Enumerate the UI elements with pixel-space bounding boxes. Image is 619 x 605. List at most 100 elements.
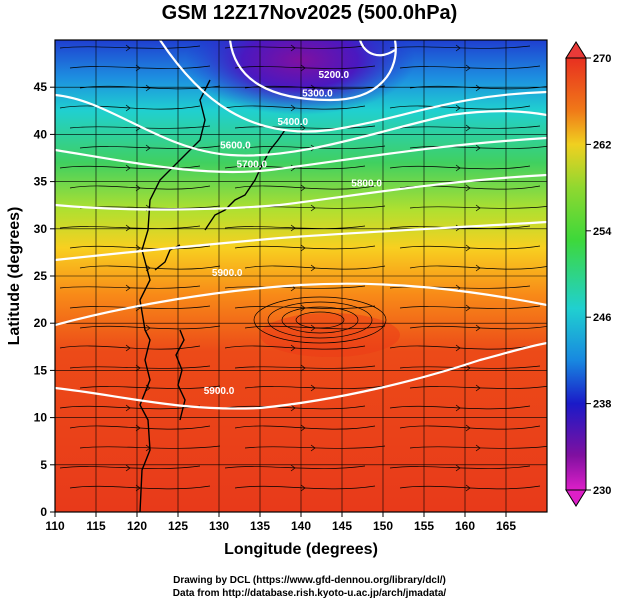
colorbar-ramp (565, 57, 587, 491)
stream-arrow (465, 364, 471, 372)
colorbar-tick-label: 246 (593, 312, 611, 324)
stream-arrow (455, 104, 461, 112)
streamline (59, 285, 531, 289)
stream-arrow (465, 424, 471, 432)
stream-arrow (300, 184, 306, 192)
stream-arrow (300, 124, 306, 132)
x-axis-label: Longitude (degrees) (224, 541, 378, 558)
stream-arrow (310, 84, 316, 92)
stream-arrow (310, 384, 316, 392)
stream-arrow (290, 224, 296, 232)
stream-arrow (300, 64, 306, 72)
y-tick-label: 35 (34, 175, 48, 189)
stream-arrow (310, 264, 316, 272)
stream-arrow (125, 164, 131, 172)
y-tick-label: 30 (34, 222, 48, 236)
stream-arrow (135, 364, 141, 372)
y-tick-label: 15 (34, 363, 48, 377)
stream-arrow (135, 64, 141, 72)
y-tick-label: 10 (34, 411, 48, 425)
height-contours (55, 40, 547, 410)
stream-arrow (465, 184, 471, 192)
colorbar-ticks: 270 262 254 246 238 230 (586, 53, 612, 497)
y-axis-label: Latitude (degrees) (6, 207, 23, 346)
streamline (59, 45, 531, 49)
warm-high-core (260, 313, 400, 357)
streamline-vortex (253, 296, 387, 344)
stream-arrow (455, 404, 461, 412)
stream-arrow (310, 444, 316, 452)
stream-arrow (455, 44, 461, 52)
stream-arrow (475, 204, 481, 212)
contour-label: 5300.0 (302, 89, 333, 100)
stream-arrow (465, 64, 471, 72)
stream-arrow (290, 344, 296, 352)
x-tick-label: 160 (455, 519, 475, 533)
contour-label: 5900.0 (204, 386, 235, 397)
coastlines (139, 79, 286, 512)
y-axis: 0 5 10 15 20 25 30 35 40 45 (34, 80, 55, 519)
credit-dcl: Drawing by DCL (https://www.gfd-dennou.o… (173, 575, 446, 586)
stream-arrow (135, 184, 141, 192)
x-tick-label: 140 (291, 519, 311, 533)
stream-arrow (135, 424, 141, 432)
colorbar-tick-label: 238 (593, 399, 611, 411)
stream-arrow (465, 124, 471, 132)
y-tick-label: 0 (40, 505, 47, 519)
streamline (59, 345, 531, 350)
contour-label: 5200.0 (319, 70, 350, 81)
stream-arrow (125, 284, 131, 292)
stream-arrow (125, 404, 131, 412)
stream-arrow (300, 424, 306, 432)
contour-label: 5400.0 (278, 117, 309, 128)
y-tick-label: 20 (34, 316, 48, 330)
stream-arrow (455, 344, 461, 352)
x-tick-label: 135 (250, 519, 270, 533)
stream-arrow (475, 324, 481, 332)
stream-arrow (475, 444, 481, 452)
colorbar-max-arrow (565, 41, 587, 59)
colorbar-tick-label: 254 (593, 226, 612, 238)
stream-arrow (125, 104, 131, 112)
stream-arrow (475, 384, 481, 392)
colorbar-tick-label: 262 (593, 139, 611, 151)
credit-data-source: Data from http://database.rish.kyoto-u.a… (172, 588, 447, 599)
x-tick-label: 125 (168, 519, 188, 533)
x-tick-label: 145 (332, 519, 352, 533)
stream-arrow (135, 244, 141, 252)
stream-arrow (290, 104, 296, 112)
stream-arrow (455, 464, 461, 472)
stream-arrow (290, 404, 296, 412)
stream-arrow (455, 164, 461, 172)
x-tick-label: 130 (209, 519, 229, 533)
stream-arrow (145, 144, 151, 152)
stream-arrow (125, 464, 131, 472)
streamline (59, 105, 531, 110)
x-tick-label: 115 (86, 519, 106, 533)
stream-arrow (145, 84, 151, 92)
stream-arrow (465, 244, 471, 252)
contour-label: 5900.0 (212, 268, 243, 279)
x-tick-label: 155 (414, 519, 434, 533)
stream-arrow (290, 464, 296, 472)
stream-arrow (310, 204, 316, 212)
stream-arrow (300, 244, 306, 252)
y-tick-label: 40 (34, 127, 48, 141)
streamline-vortex (267, 301, 373, 339)
stream-arrow (300, 484, 306, 492)
x-tick-label: 110 (45, 519, 65, 533)
streamline (59, 465, 531, 469)
stream-arrow (125, 44, 131, 52)
stream-arrow (475, 144, 481, 152)
contour-label: 5700.0 (237, 159, 268, 170)
streamline-vortex (295, 311, 345, 329)
gridlines (55, 40, 547, 512)
stream-arrow (125, 344, 131, 352)
stream-arrow (465, 484, 471, 492)
chart-title: GSM 12Z17Nov2025 (500.0hPa) (161, 2, 458, 24)
y-tick-label: 5 (40, 458, 47, 472)
contour-label: 5600.0 (220, 141, 251, 152)
stream-arrow (145, 324, 151, 332)
colorbar-tick-label: 230 (593, 485, 611, 497)
